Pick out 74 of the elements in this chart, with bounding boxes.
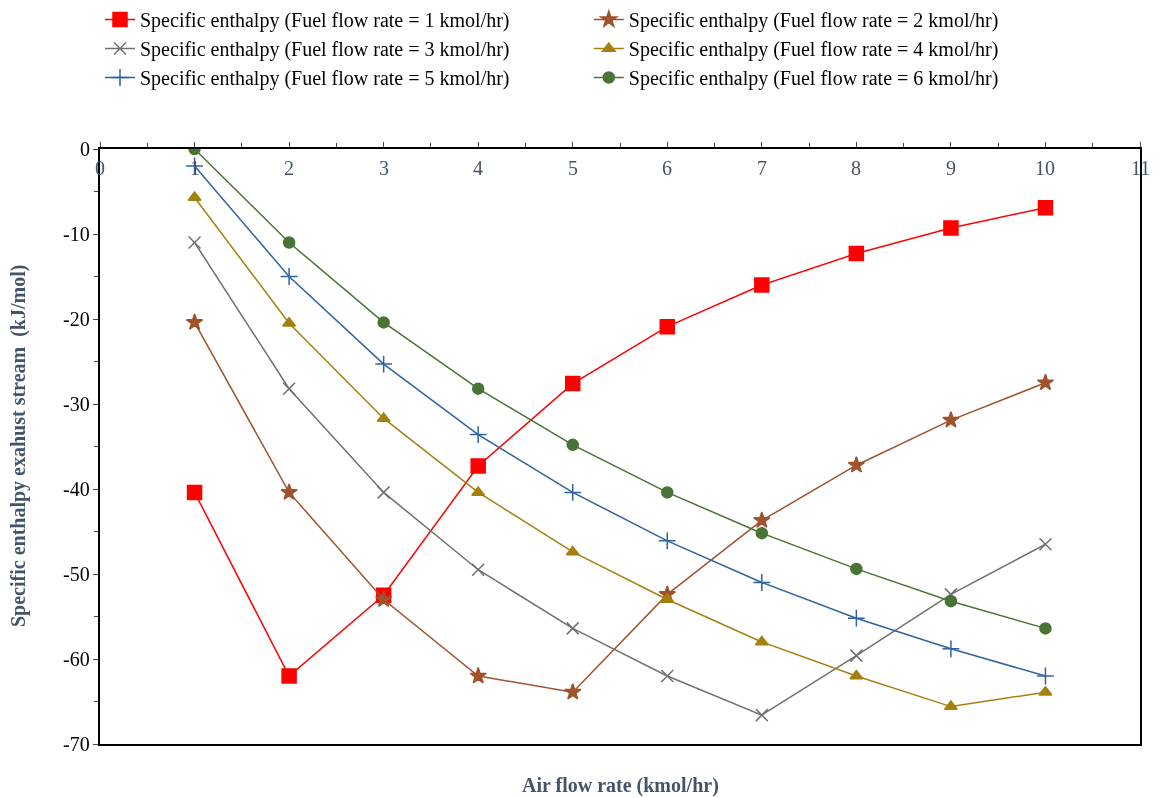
- point: [752, 573, 771, 592]
- x-tick-label: 8: [851, 157, 861, 179]
- point: [377, 316, 390, 329]
- point: [659, 318, 676, 335]
- x-tick-label: 10: [1035, 157, 1055, 179]
- point: [471, 563, 485, 577]
- point: [847, 456, 866, 473]
- point: [848, 245, 865, 262]
- point: [1038, 685, 1053, 696]
- point: [941, 639, 961, 658]
- legend-label: Specific enthalpy (Fuel flow rate = 4 kmol/hr): [628, 38, 999, 62]
- point: [755, 708, 769, 722]
- point: [942, 411, 960, 428]
- point: [658, 531, 677, 550]
- point: [849, 669, 864, 680]
- point: [850, 562, 863, 576]
- x-tick-label: 2: [284, 157, 294, 179]
- point: [1036, 373, 1055, 391]
- point: [943, 220, 959, 236]
- point: [374, 354, 393, 374]
- y-tick-label: -10: [63, 223, 90, 245]
- point: [660, 669, 675, 683]
- point: [754, 635, 769, 646]
- legend-label: Specific enthalpy (Fuel flow rate = 3 kmol/hr): [140, 38, 510, 62]
- point: [187, 235, 202, 250]
- y-tick-label: -70: [63, 733, 90, 755]
- y-tick-label: -20: [63, 308, 90, 330]
- point: [563, 683, 582, 700]
- x-axis-title: Air flow rate (kmol/hr): [522, 774, 719, 797]
- legend-label: Specific enthalpy (Fuel flow rate = 5 kmol/hr): [140, 67, 510, 91]
- point: [755, 526, 769, 540]
- y-tick-label: -50: [63, 563, 90, 585]
- x-tick-label: 7: [757, 157, 767, 179]
- point: [279, 267, 299, 286]
- x-tick-label: 5: [568, 157, 578, 179]
- point: [565, 545, 580, 556]
- y-tick-label: -60: [63, 648, 90, 670]
- y-tick-label: 0: [80, 138, 90, 160]
- y-tick-label: -30: [63, 393, 90, 415]
- point: [376, 485, 391, 500]
- point: [1039, 622, 1052, 635]
- point: [566, 438, 579, 452]
- point: [374, 590, 393, 608]
- point: [471, 382, 485, 395]
- point: [185, 313, 204, 330]
- y-tick-label: -40: [63, 478, 90, 500]
- point: [186, 484, 203, 501]
- y-axis-title: Specific enthalpy exahust stream (kJ/mol): [7, 264, 30, 627]
- point: [282, 381, 296, 396]
- point: [847, 609, 866, 628]
- point: [1037, 199, 1054, 216]
- point: [661, 486, 674, 499]
- point: [1036, 666, 1055, 686]
- point: [944, 594, 958, 608]
- point: [565, 621, 580, 636]
- point: [282, 236, 296, 249]
- x-tick-label: 9: [946, 157, 956, 179]
- point: [469, 425, 488, 444]
- legend-label: Specific enthalpy (Fuel flow rate = 1 kmol/hr): [140, 9, 510, 33]
- point: [470, 458, 486, 474]
- point: [754, 277, 770, 293]
- legend-label: Specific enthalpy (Fuel flow rate = 6 kmol/hr): [628, 67, 999, 91]
- point: [280, 483, 298, 500]
- x-tick-label: 3: [379, 157, 389, 179]
- point: [469, 666, 487, 684]
- point: [1038, 537, 1053, 551]
- x-tick-label: 4: [473, 157, 483, 179]
- point: [563, 483, 582, 502]
- point: [281, 668, 297, 684]
- legend-label: Specific enthalpy (Fuel flow rate = 2 kmol/hr): [628, 9, 999, 33]
- point: [849, 648, 864, 663]
- point: [753, 511, 771, 528]
- x-tick-label: 6: [662, 157, 672, 179]
- point: [564, 375, 581, 392]
